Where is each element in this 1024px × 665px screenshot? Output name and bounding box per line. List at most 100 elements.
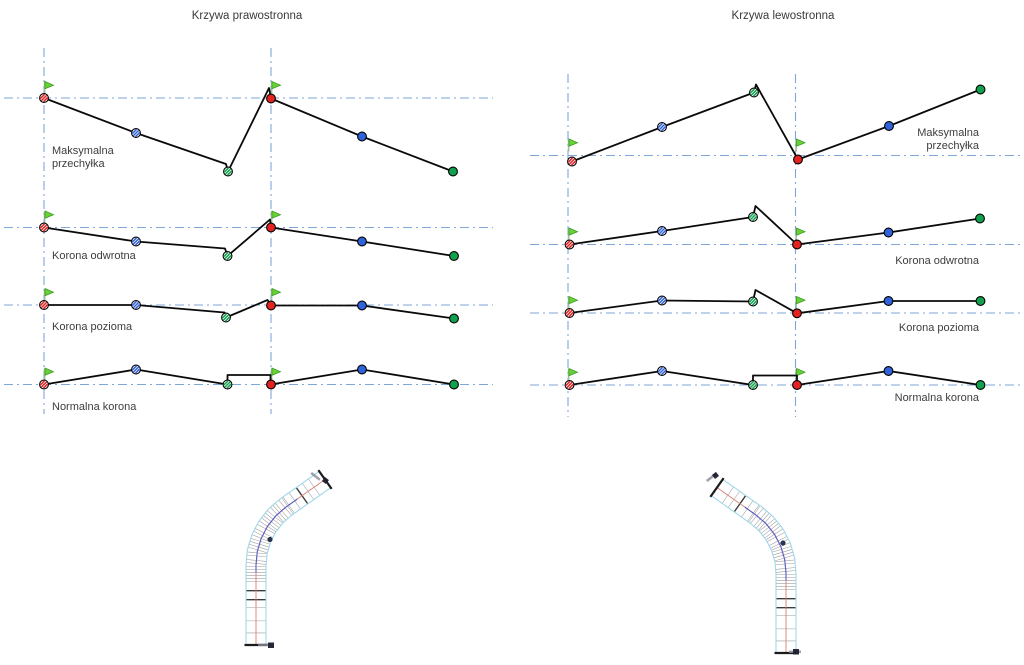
marker-solid-green	[449, 251, 459, 261]
row-label-max-superelevation-left: Maksymalna przechyłka	[52, 145, 114, 170]
station-flag-icon	[795, 295, 807, 309]
marker-hatch-green	[223, 166, 233, 177]
superelevation-profile-line	[569, 205, 981, 246]
marker-solid-red	[266, 300, 276, 311]
marker-hatch-red	[39, 300, 49, 310]
marker-solid-green	[975, 380, 986, 390]
marker-hatch-blue	[657, 366, 667, 376]
marker-hatch-blue	[657, 295, 667, 306]
station-flag-icon	[567, 227, 579, 241]
curve-midpoint-dot	[780, 540, 786, 546]
marker-hatch-red	[567, 156, 577, 167]
road-edge-line	[710, 495, 777, 653]
marker-hatch-blue	[657, 226, 667, 236]
station-label-mark	[268, 642, 274, 648]
row-label-level-crown-right: Korona pozioma	[898, 322, 979, 334]
station-flag-icon	[43, 80, 55, 94]
marker-solid-red	[792, 239, 802, 250]
station-label-mark	[793, 649, 799, 655]
marker-solid-blue	[884, 121, 894, 131]
station-flag-icon	[567, 138, 579, 152]
marker-hatch-blue	[131, 236, 141, 247]
section-tick	[709, 477, 725, 498]
superelevation-profile-line	[43, 87, 454, 173]
marker-hatch-green	[221, 312, 231, 323]
marker-hatch-blue	[657, 122, 667, 132]
station-flag-icon	[270, 287, 282, 301]
marker-solid-blue	[357, 236, 367, 247]
marker-solid-red	[792, 380, 802, 390]
station-flag-icon	[795, 227, 807, 241]
plan-right-curve	[244, 469, 333, 648]
superelevation-panel-left-curve	[530, 74, 1023, 417]
marker-hatch-green	[748, 296, 758, 307]
marker-solid-red	[266, 379, 276, 390]
marker-solid-blue	[357, 300, 367, 311]
row-label-normal-crown-right: Normalna korona	[894, 392, 979, 404]
superelevation-profile-line	[569, 370, 981, 386]
marker-hatch-red	[564, 308, 575, 318]
marker-solid-red	[793, 154, 803, 165]
station-label-mark	[321, 477, 329, 485]
marker-hatch-red	[564, 239, 575, 250]
superelevation-profile-line	[569, 289, 981, 315]
marker-solid-blue	[357, 131, 367, 142]
road-edge-line	[265, 487, 332, 645]
marker-hatch-blue	[131, 300, 141, 310]
marker-hatch-green	[748, 380, 758, 390]
road-edge-line	[722, 478, 797, 653]
marker-solid-red	[266, 222, 276, 233]
road-edge-line	[245, 470, 320, 645]
marker-solid-blue	[883, 296, 894, 306]
superelevation-profile-line	[43, 218, 455, 257]
station-flag-icon	[270, 367, 282, 381]
curve-region-line	[744, 506, 787, 581]
marker-solid-blue	[357, 364, 367, 375]
marker-hatch-blue	[131, 128, 141, 138]
station-label-mark	[258, 643, 270, 646]
station-flag-icon	[567, 295, 579, 309]
marker-hatch-green	[749, 87, 759, 98]
marker-solid-green	[975, 84, 986, 95]
station-flag-icon	[43, 210, 55, 224]
marker-hatch-green	[222, 251, 233, 261]
marker-solid-red	[266, 93, 276, 104]
marker-solid-green	[975, 213, 985, 224]
row-label-reverse-crown-left: Korona odwrotna	[52, 250, 136, 262]
station-flag-icon	[43, 287, 55, 301]
marker-hatch-red	[39, 222, 49, 233]
marker-hatch-blue	[131, 364, 141, 375]
row-label-max-superelevation-right: Maksymalna przechyłka	[917, 127, 979, 152]
station-flag-icon	[43, 367, 55, 381]
marker-solid-green	[449, 313, 459, 324]
station-flag-icon	[270, 210, 282, 224]
station-label-mark	[310, 472, 321, 481]
curve-region-line	[255, 498, 298, 573]
page-title-right-curve: Krzywa prawostronna	[191, 10, 303, 22]
marker-hatch-red	[39, 379, 49, 390]
marker-hatch-red	[564, 380, 575, 390]
marker-solid-green	[448, 166, 458, 177]
row-label-level-crown-left: Korona pozioma	[52, 321, 133, 333]
marker-hatch-green	[748, 212, 758, 222]
superelevation-profile-line	[44, 299, 455, 320]
page-title-left-curve: Krzywa lewostronna	[731, 10, 835, 22]
station-flag-icon	[270, 80, 282, 94]
station-flag-icon	[567, 367, 579, 381]
station-flag-icon	[795, 138, 807, 152]
superelevation-profile-line	[43, 368, 455, 386]
marker-solid-blue	[883, 366, 894, 376]
marker-solid-green	[449, 379, 459, 390]
plan-left-curve	[706, 471, 801, 655]
row-label-reverse-crown-right: Korona odwrotna	[895, 255, 979, 267]
marker-hatch-green	[222, 379, 233, 390]
row-label-normal-crown-left: Normalna korona	[52, 401, 137, 413]
station-label-mark	[712, 471, 720, 479]
marker-hatch-red	[39, 93, 49, 103]
marker-solid-green	[975, 296, 986, 306]
superelevation-panel-right-curve	[4, 48, 493, 414]
marker-solid-blue	[883, 227, 894, 238]
marker-solid-red	[792, 308, 802, 319]
